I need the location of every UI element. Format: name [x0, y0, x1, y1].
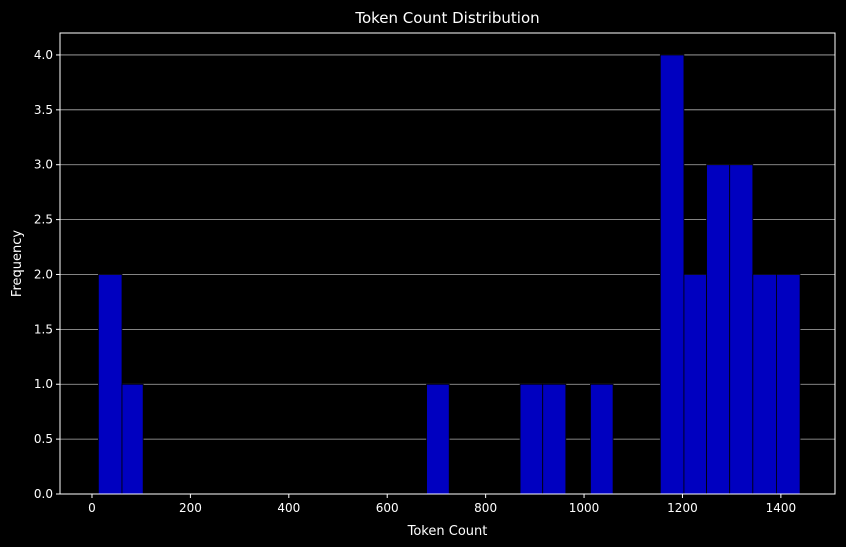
y-tick-label: 1.5 — [34, 322, 53, 336]
y-tick-label: 2.5 — [34, 213, 53, 227]
histogram-bar — [97, 274, 123, 495]
y-axis-label: Frequency — [10, 230, 25, 297]
histogram-bar — [542, 383, 567, 495]
histogram-bar — [659, 54, 685, 495]
histogram-bar — [729, 164, 754, 495]
y-tick-label: 0.0 — [34, 487, 53, 501]
y-tick-label: 3.5 — [34, 103, 53, 117]
histogram-bar — [590, 383, 614, 495]
axes-frame — [59, 32, 836, 495]
x-tick-label: 1200 — [667, 501, 698, 515]
x-tick-label: 0 — [88, 501, 96, 515]
x-tick-label: 1400 — [766, 501, 797, 515]
histogram-bar — [519, 383, 544, 495]
x-axis-label: Token Count — [407, 524, 488, 539]
x-tick-label: 600 — [376, 501, 399, 515]
y-tick-label: 2.0 — [34, 267, 53, 281]
y-axis-ticks: 0.0 0.5 1.0 1.5 2.0 2.5 3.0 3.5 4.0 — [34, 48, 60, 501]
y-tick-label: 3.0 — [34, 158, 53, 172]
x-tick-label: 200 — [179, 501, 202, 515]
y-tick-label: 4.0 — [34, 48, 53, 62]
y-tick-label: 0.5 — [34, 432, 53, 446]
histogram-bar — [706, 164, 731, 495]
x-tick-label: 800 — [474, 501, 497, 515]
histogram-bar — [683, 274, 707, 495]
histogram-bar — [121, 383, 144, 495]
x-axis-ticks: 0 200 400 600 800 1000 1200 1400 — [88, 494, 796, 515]
x-tick-label: 1000 — [569, 501, 600, 515]
histogram-bar — [752, 274, 777, 495]
histogram-bar — [776, 274, 801, 495]
y-tick-label: 1.0 — [34, 377, 53, 391]
histogram-bar — [426, 383, 450, 495]
bars — [97, 54, 801, 495]
chart-title: Token Count Distribution — [354, 9, 539, 27]
x-tick-label: 400 — [277, 501, 300, 515]
